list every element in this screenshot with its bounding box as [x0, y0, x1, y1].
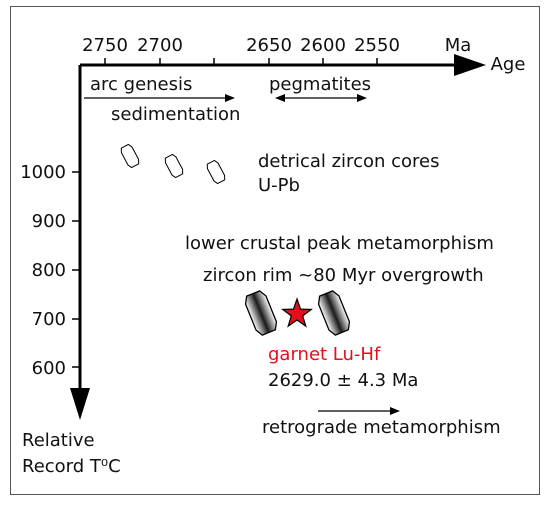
- garnet-age-label: 2629.0 ± 4.3 Ma: [268, 370, 418, 391]
- temperature-tick-label: 600: [32, 358, 66, 379]
- garnet-star-icon: [280, 297, 314, 328]
- pegmatites-arrowhead-right: [357, 94, 367, 102]
- detrital-zircon-label: detrical zircon cores: [258, 151, 439, 172]
- detrital-zircon-crystal: [120, 143, 140, 169]
- temperature-tick-label: 1000: [20, 162, 66, 183]
- retrograde-arrowhead: [390, 407, 400, 415]
- detrital-zircon-crystal: [206, 159, 226, 185]
- temperature-axis-title-line1: Relative: [22, 430, 95, 451]
- time-tick-label: 2700: [137, 35, 183, 56]
- time-tick-label: 2600: [300, 35, 346, 56]
- time-unit-label: Ma: [445, 35, 472, 56]
- temperature-tick-label: 900: [32, 211, 66, 232]
- arc-genesis-label: arc genesis: [90, 74, 192, 95]
- metamorphic-zircon-crystal: [317, 290, 351, 336]
- retrograde-label: retrograde metamorphism: [262, 417, 501, 438]
- time-tick-label: 2750: [82, 35, 128, 56]
- time-axis-arrowhead: [454, 54, 486, 76]
- temperature-tick-label: 800: [32, 260, 66, 281]
- pegmatites-arrowhead-left: [275, 94, 285, 102]
- time-axis-title: Age: [491, 54, 526, 75]
- sedimentation-arrowhead: [225, 94, 235, 102]
- peak-metamorphism-label: lower crustal peak metamorphism: [185, 233, 494, 254]
- pegmatites-label: pegmatites: [269, 74, 371, 95]
- detrital-zircon-crystal: [164, 153, 184, 179]
- figure-frame: [10, 6, 540, 495]
- metamorphic-zircon-crystal: [244, 290, 278, 336]
- sedimentation-label: sedimentation: [111, 104, 240, 125]
- detrital-zircon-method: U-Pb: [258, 175, 300, 196]
- garnet-label: garnet Lu-Hf: [268, 344, 381, 365]
- temperature-tick-label: 700: [32, 309, 66, 330]
- zircon-rim-label: zircon rim ~80 Myr overgrowth: [203, 265, 484, 286]
- time-tick-label: 2550: [354, 35, 400, 56]
- time-tick-label: 2650: [246, 35, 292, 56]
- temperature-axis-title-line2: Record T⁰C: [22, 456, 121, 477]
- temperature-axis-arrowhead: [70, 388, 90, 420]
